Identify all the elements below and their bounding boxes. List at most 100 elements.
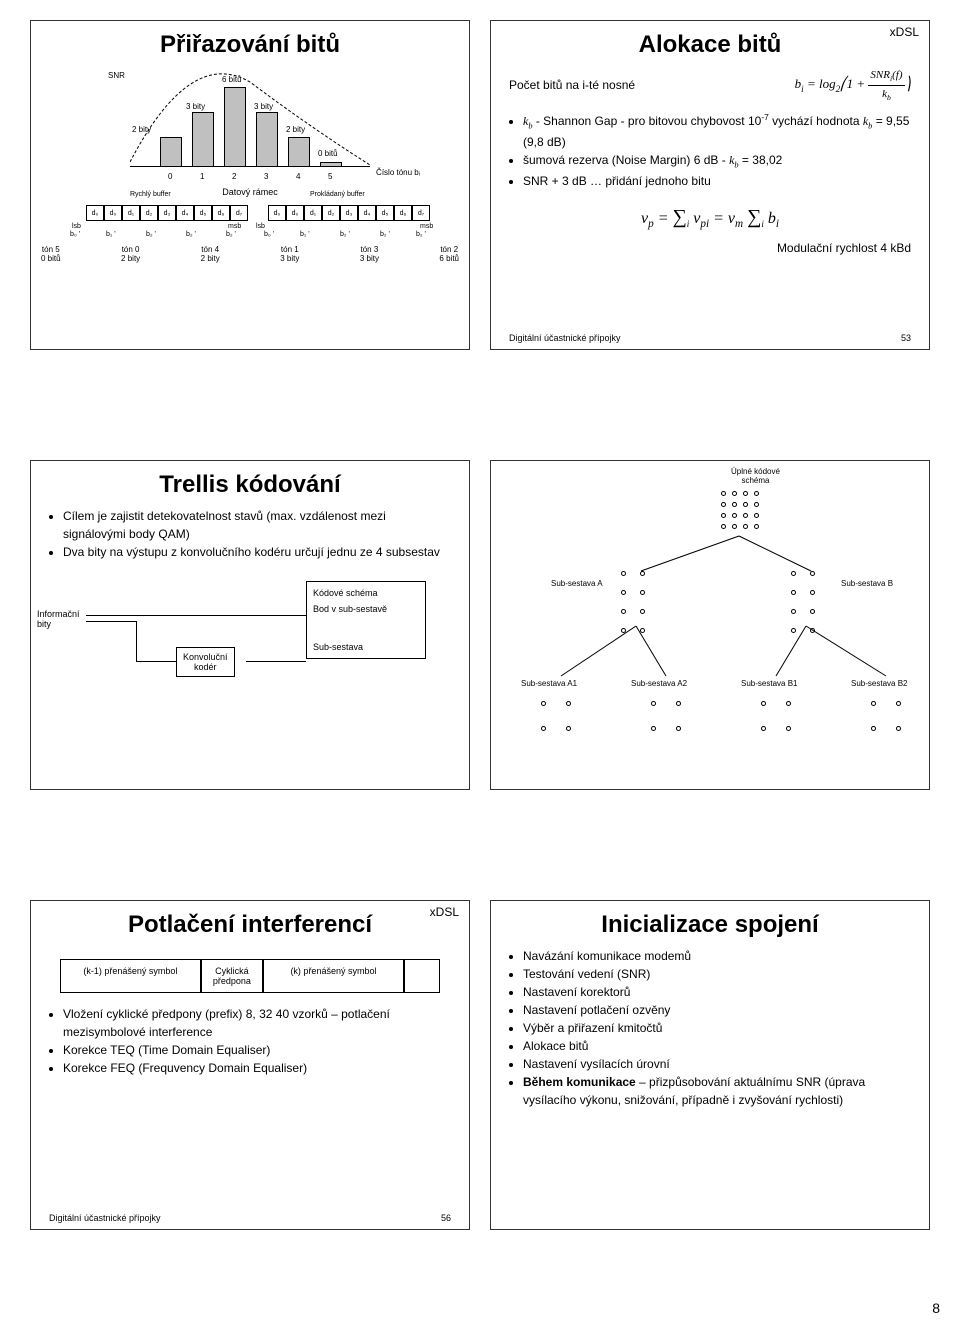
slide-inicializace: Inicializace spojení Navázání komunikace… (490, 900, 930, 1230)
bar-label: 3 bity (186, 102, 205, 111)
bullet-list: Vložení cyklické předpony (prefix) 8, 32… (63, 1005, 451, 1077)
axis-label: Číslo tónu bᵢ (376, 168, 420, 177)
fast-buffer-label: Rychlý buffer (130, 191, 171, 198)
buf-cell: d₂ (322, 205, 340, 221)
kod-schema-label: Kódové schéma (313, 588, 419, 598)
xdsl-tag: xDSL (890, 25, 919, 39)
info-bits-label: Informačníbity (37, 609, 87, 629)
bullet: Korekce FEQ (Frequvency Domain Equaliser… (63, 1059, 451, 1077)
bar-label: 6 bitů (222, 75, 242, 84)
sym-cell: (k) přenášený symbol (263, 959, 404, 993)
konv-block: Konvolučníkodér (176, 647, 235, 677)
bullet: Výběr a přiřazení kmitočtů (523, 1019, 911, 1037)
bullet: Vložení cyklické předpony (prefix) 8, 32… (63, 1005, 451, 1041)
buf-cell: d₅ (376, 205, 394, 221)
bullet: Dva bity na výstupu z konvolučního kodér… (63, 543, 451, 561)
b-label: b₁ ' (106, 231, 116, 238)
symbol-row: (k-1) přenášený symbol Cyklickápředpona … (60, 959, 440, 993)
sub-label: Sub-sestava (313, 642, 419, 652)
buf-cell: d₅ (194, 205, 212, 221)
msb-label: msb (228, 223, 241, 230)
bullet: Cílem je zajistit detekovatelnost stavů … (63, 507, 451, 543)
tone-row: tón 50 bitů tón 02 bity tón 42 bity tón … (41, 245, 459, 263)
slide1-title: Přiřazování bitů (31, 21, 469, 67)
buffer-row: lsb Rychlý buffer msb lsb Prokládaný buf… (60, 201, 440, 241)
buf-cell: d₀ (86, 205, 104, 221)
msb-label: msb (420, 223, 433, 230)
buf-cell: d₁ (304, 205, 322, 221)
tone-b: 6 bitů (439, 254, 459, 263)
bar-label: 2 bity (286, 125, 305, 134)
snr-label: SNR (108, 71, 125, 80)
tone-t: tón 1 (280, 245, 299, 254)
buf-cell: d₆ (394, 205, 412, 221)
bullet: kb - Shannon Gap - pro bitovou chybovost… (523, 111, 911, 151)
intro-text: Počet bitů na i-té nosné (509, 76, 635, 94)
bullet: Nastavení potlačení ozvěny (523, 1001, 911, 1019)
b-label: b₁ ' (300, 231, 310, 238)
slide3-title: Trellis kódování (31, 461, 469, 507)
tone-b: 3 bity (360, 254, 379, 263)
tone-t: tón 2 (439, 245, 459, 254)
b-label: b₂ ' (380, 231, 390, 238)
bar-chart: SNR 2 bity 3 bity 6 bitů 3 bity 2 bity 0… (130, 67, 370, 177)
page-number: 8 (932, 1300, 940, 1316)
buf-cell: d₄ (176, 205, 194, 221)
slide-interference: xDSL Potlačení interferencí (k-1) přenáš… (30, 900, 470, 1230)
b-label: b₂ ' (146, 231, 156, 238)
bullet: Korekce TEQ (Time Domain Equaliser) (63, 1041, 451, 1059)
bullet: Nastavení vysílacích úrovní (523, 1055, 911, 1073)
axis-num: 0 (168, 172, 172, 181)
formula-vp: vp = ∑i vpi = vm ∑i bi (509, 202, 911, 233)
tone-b: 2 bity (121, 254, 140, 263)
bullet-list: Cílem je zajistit detekovatelnost stavů … (63, 507, 451, 561)
buf-cell: d₃ (158, 205, 176, 221)
bullet-list: kb - Shannon Gap - pro bitovou chybovost… (523, 111, 911, 190)
axis-num: 5 (328, 172, 332, 181)
footer-text: Digitální účastnické přípojky (509, 333, 621, 343)
slide-trellis: Trellis kódování Cílem je zajistit detek… (30, 460, 470, 790)
bar-label: 0 bitů (318, 149, 338, 158)
slide-constellation: Úplné kódovéschéma Sub-sestava A Sub-ses… (490, 460, 930, 790)
bullet: Testování vedení (SNR) (523, 965, 911, 983)
buf-cell: d₀ (104, 205, 122, 221)
bullet: Navázání komunikace modemů (523, 947, 911, 965)
xdsl-tag: xDSL (430, 905, 459, 919)
formula-bi: bi = log2​⎛1 + SNRi(f)kb⎞ (795, 67, 911, 103)
tone-b: 3 bity (280, 254, 299, 263)
b-label: b₂ ' (340, 231, 350, 238)
const-lines (491, 461, 930, 790)
b-label: b₀ ' (264, 231, 274, 238)
buf-cell: d₃ (340, 205, 358, 221)
slide-num: 56 (441, 1213, 451, 1223)
axis-num: 4 (296, 172, 300, 181)
tone-t: tón 3 (360, 245, 379, 254)
bullet: šumová rezerva (Noise Margin) 6 dB - kb … (523, 151, 911, 172)
buf-cell: d₂ (140, 205, 158, 221)
bullet-list: Navázání komunikace modemů Testování ved… (523, 947, 911, 1109)
axis-num: 2 (232, 172, 236, 181)
bod-label: Bod v sub-sestavě (313, 604, 419, 614)
frame-label: Datový rámec (31, 187, 469, 197)
slide6-title: Inicializace spojení (491, 901, 929, 947)
slide-prirazovani: Přiřazování bitů SNR 2 bity 3 bity 6 bit… (30, 20, 470, 350)
b-label: b₂ ' (186, 231, 196, 238)
slide5-title: Potlačení interferencí (31, 901, 469, 947)
slide-alokace: xDSL Alokace bitů Počet bitů na i-té nos… (490, 20, 930, 350)
buf-cell: d₄ (358, 205, 376, 221)
lsb-label: lsb (72, 223, 81, 230)
b-label: b₂ ' (226, 231, 236, 238)
slide2-title: Alokace bitů (491, 21, 929, 67)
axis-num: 3 (264, 172, 268, 181)
tone-b: 2 bity (201, 254, 220, 263)
kod-schema-block: Kódové schéma Bod v sub-sestavě Sub-sest… (306, 581, 426, 659)
tone-t: tón 4 (201, 245, 220, 254)
sym-cell: Cyklickápředpona (201, 959, 263, 993)
lsb-label: lsb (256, 223, 265, 230)
buf-cell: d₀ (268, 205, 286, 221)
bullet: Nastavení korektorů (523, 983, 911, 1001)
buf-cell: d₇ (230, 205, 248, 221)
buf-cell: d₆ (212, 205, 230, 221)
bullet: Během komunikace – přizpůsobování aktuál… (523, 1073, 911, 1109)
inter-buffer-label: Prokládaný buffer (310, 191, 365, 198)
